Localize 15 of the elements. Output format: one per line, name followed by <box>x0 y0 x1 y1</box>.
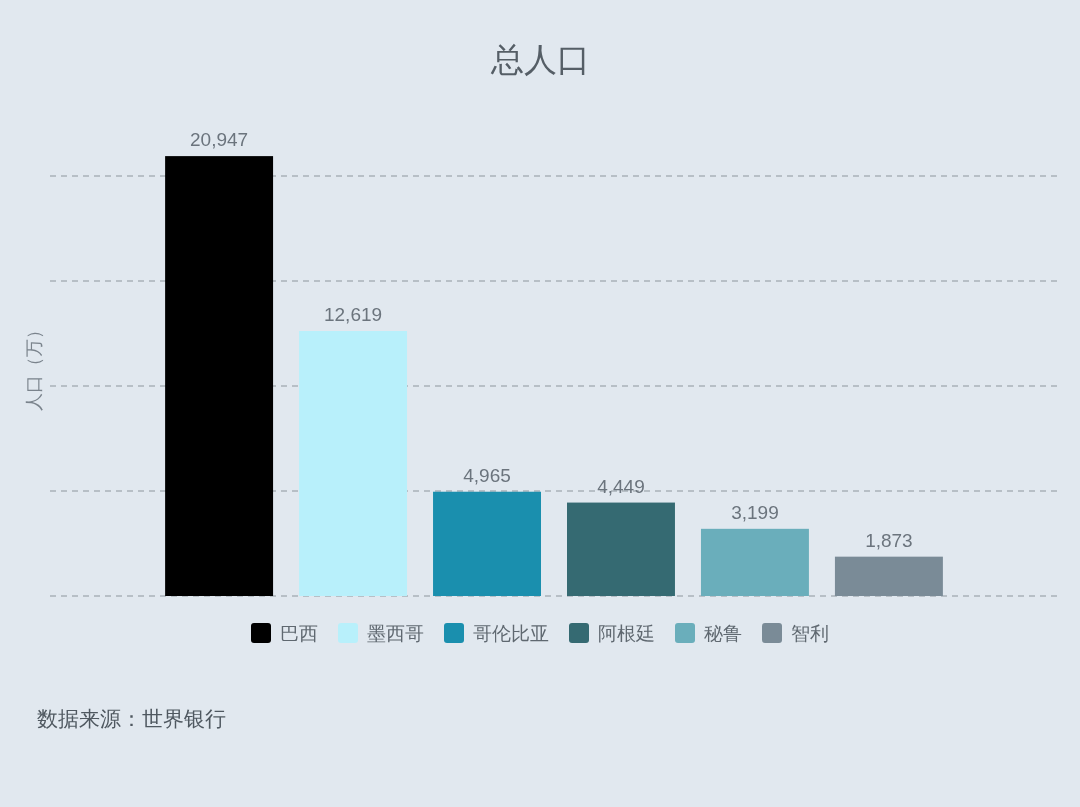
legend-label: 墨西哥 <box>367 623 424 644</box>
data-label: 4,449 <box>597 475 645 497</box>
legend-label: 秘鲁 <box>704 623 742 644</box>
chart-title: 总人口 <box>489 41 590 78</box>
legend-label: 巴西 <box>280 623 318 644</box>
y-axis-title: 人口（万） <box>24 320 44 411</box>
legend-label: 哥伦比亚 <box>473 623 549 644</box>
source-note: 数据来源：世界银行 <box>37 707 226 730</box>
data-label: 3,199 <box>731 501 779 523</box>
data-label: 12,619 <box>323 304 383 325</box>
data-label: 20,947 <box>190 129 249 151</box>
legend-label: 阿根廷 <box>598 623 655 644</box>
data-label: 4,965 <box>463 464 511 486</box>
data-label: 1,873 <box>865 529 913 551</box>
legend-label: 智利 <box>791 623 829 644</box>
